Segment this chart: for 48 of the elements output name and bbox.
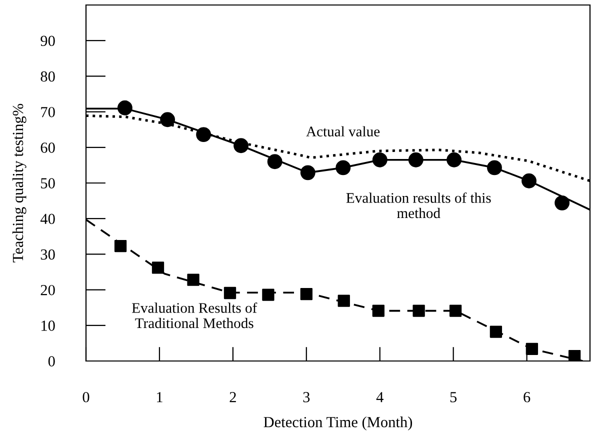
point — [196, 127, 212, 142]
point — [412, 304, 425, 317]
y-tick-label: 10 — [42, 320, 55, 331]
y-axis-title: Teaching quality testing% — [12, 104, 26, 262]
point — [522, 173, 536, 188]
x-axis-title: Detection Time (Month) — [264, 416, 412, 430]
x-tick-label: 0 — [82, 392, 90, 402]
point — [267, 154, 282, 170]
y-tick-label: 60 — [40, 142, 55, 153]
point — [187, 274, 200, 286]
point — [408, 152, 424, 168]
y-tick-label: 20 — [40, 284, 55, 296]
point — [490, 326, 502, 338]
annotation: Evaluation results of this method — [346, 192, 491, 218]
x-tick-label: 4 — [376, 392, 384, 402]
y-tick-label: 40 — [40, 214, 55, 224]
y-tick-label: 50 — [41, 178, 55, 188]
x-tick-label: 3 — [303, 392, 310, 402]
point — [338, 294, 350, 307]
point — [336, 160, 351, 176]
point — [117, 100, 132, 116]
point — [372, 304, 384, 317]
annotation: Actual value — [306, 126, 380, 136]
y-tick-label: 0 — [48, 356, 55, 366]
point — [114, 240, 127, 252]
point — [446, 152, 462, 168]
point — [152, 262, 164, 274]
x-tick-label: 6 — [524, 392, 530, 402]
y-tick-label: 80 — [40, 71, 55, 82]
y-tick-label: 30 — [40, 249, 55, 260]
point — [554, 195, 570, 210]
x-tick-label: 2 — [230, 392, 236, 402]
x-tick-label: 5 — [450, 392, 457, 402]
y-tick-label: 70 — [41, 106, 55, 118]
point — [372, 152, 388, 168]
point — [449, 304, 462, 317]
point — [262, 288, 274, 301]
point — [568, 350, 581, 361]
point — [224, 286, 236, 300]
annotation: Evaluation Results of Traditional Methods — [132, 302, 258, 328]
point — [300, 288, 312, 300]
point — [300, 165, 316, 180]
x-tick-label: 1 — [156, 392, 162, 402]
point — [487, 160, 502, 176]
point — [526, 342, 538, 355]
point — [160, 112, 176, 128]
point — [234, 138, 248, 154]
y-tick-label: 90 — [40, 36, 55, 46]
